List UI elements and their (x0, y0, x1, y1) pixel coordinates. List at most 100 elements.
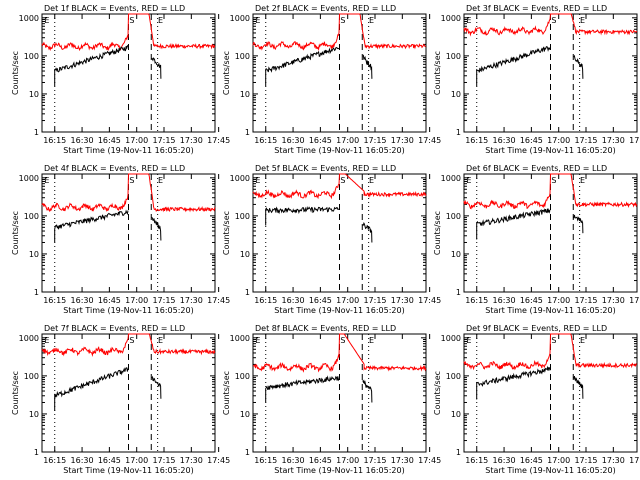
x-tick-label: 16:15 (43, 136, 66, 145)
y-tick-label: 1000 (19, 174, 39, 183)
lld-series-line (463, 173, 638, 210)
y-tick-label: 1 (245, 288, 250, 297)
events-series-line (151, 57, 162, 79)
x-tick-label: 16:45 (520, 296, 543, 305)
x-tick-label: 16:45 (520, 136, 543, 145)
x-tick-label: 16:15 (254, 456, 277, 465)
x-tick-label: 16:30 (71, 456, 94, 465)
lld-series-line (252, 13, 426, 52)
x-tick-label: 17:45 (207, 136, 230, 145)
y-tick-label: 10 (240, 90, 250, 99)
x-tick-label: 17:15 (152, 296, 175, 305)
interval-marker-label: E (44, 176, 49, 185)
x-tick-label: 16:15 (465, 136, 488, 145)
events-series-line (573, 214, 584, 234)
x-tick-label: 17:00 (125, 296, 148, 305)
events-series-line (573, 54, 584, 79)
x-tick-label: 17:45 (207, 456, 230, 465)
panel-det-7: Det 7f BLACK = Events, RED = LLD 1 10 100 10… (11, 324, 230, 475)
y-axis-label: Counts/sec (433, 51, 442, 95)
x-tick-label: 17:15 (363, 136, 386, 145)
x-tick-label: 17:30 (391, 456, 414, 465)
lld-series-line (41, 13, 216, 52)
y-tick-label: 100 (24, 372, 39, 381)
lld-series-line (41, 173, 216, 213)
x-tick-label: 17:00 (547, 456, 570, 465)
x-tick-label: 16:30 (493, 136, 516, 145)
panel-title: Det 8f BLACK = Events, RED = LLD (255, 324, 396, 333)
panel-title: Det 7f BLACK = Events, RED = LLD (44, 324, 185, 333)
x-tick-label: 17:45 (629, 296, 640, 305)
x-axis-label: Start Time (19-Nov-11 16:05:20) (485, 146, 615, 155)
x-axis-label: Start Time (19-Nov-11 16:05:20) (274, 146, 404, 155)
x-tick-label: 17:00 (547, 296, 570, 305)
x-tick-label: 16:30 (493, 456, 516, 465)
y-tick-label: 100 (24, 52, 39, 61)
y-axis-label: Counts/sec (11, 51, 20, 95)
y-tick-label: 1 (34, 448, 39, 457)
panel-title: Det 1f BLACK = Events, RED = LLD (44, 4, 185, 13)
interval-marker-label: E (466, 176, 471, 185)
panel-det-1: Det 1f BLACK = Events, RED = LLD 1 10 100 10… (11, 4, 230, 155)
interval-marker-label: E (255, 16, 260, 25)
x-axis-label: Start Time (19-Nov-11 16:05:20) (63, 146, 193, 155)
interval-marker-label: E (369, 176, 374, 185)
panel-det-8: Det 8f BLACK = Events, RED = LLD 1 10 100 10… (222, 324, 441, 475)
interval-marker-label: S (129, 336, 134, 345)
x-axis-label: Start Time (19-Nov-11 16:05:20) (485, 466, 615, 475)
panel-title: Det 6f BLACK = Events, RED = LLD (466, 164, 607, 173)
interval-marker-label: E (158, 16, 163, 25)
x-axis-label: Start Time (19-Nov-11 16:05:20) (485, 306, 615, 315)
interval-marker-label: S (551, 176, 556, 185)
interval-marker-label: S (551, 336, 556, 345)
interval-marker-label: E (369, 336, 374, 345)
interval-marker-label: S (340, 176, 345, 185)
x-axis-label: Start Time (19-Nov-11 16:05:20) (274, 466, 404, 475)
interval-marker-label: E (580, 16, 585, 25)
y-tick-label: 10 (451, 90, 461, 99)
x-tick-label: 16:15 (254, 296, 277, 305)
interval-marker-label: E (466, 336, 471, 345)
x-tick-label: 16:30 (493, 296, 516, 305)
panel-title: Det 2f BLACK = Events, RED = LLD (255, 4, 396, 13)
events-series-line (573, 375, 584, 399)
x-tick-label: 17:30 (602, 296, 625, 305)
interval-marker-label: E (255, 176, 260, 185)
events-series-line (362, 221, 373, 243)
x-tick-label: 17:45 (418, 456, 441, 465)
x-tick-label: 16:45 (98, 296, 121, 305)
y-tick-label: 10 (29, 90, 39, 99)
y-tick-label: 1000 (230, 174, 250, 183)
interval-marker-label: E (466, 16, 471, 25)
x-tick-label: 17:30 (391, 136, 414, 145)
x-tick-label: 17:30 (180, 136, 203, 145)
y-tick-label: 1000 (441, 334, 461, 343)
x-tick-label: 17:30 (391, 296, 414, 305)
x-tick-label: 17:00 (336, 136, 359, 145)
x-tick-label: 16:45 (309, 136, 332, 145)
events-series-line (151, 375, 162, 399)
y-tick-label: 100 (446, 212, 461, 221)
events-series-line (54, 367, 129, 411)
y-tick-label: 1 (456, 448, 461, 457)
interval-marker-label: S (129, 176, 134, 185)
events-series-line (265, 205, 340, 226)
events-series-line (54, 44, 129, 87)
x-tick-label: 16:45 (520, 456, 543, 465)
interval-marker-label: E (44, 336, 49, 345)
y-tick-label: 10 (451, 250, 461, 259)
y-tick-label: 1 (34, 288, 39, 297)
x-tick-label: 16:45 (98, 456, 121, 465)
x-tick-label: 17:15 (574, 296, 597, 305)
interval-marker-label: S (340, 336, 345, 345)
y-tick-label: 1 (456, 288, 461, 297)
y-tick-label: 10 (29, 250, 39, 259)
y-tick-label: 100 (446, 372, 461, 381)
y-tick-label: 10 (240, 250, 250, 259)
y-tick-label: 1 (34, 128, 39, 137)
y-axis-label: Counts/sec (11, 211, 20, 255)
x-tick-label: 17:45 (207, 296, 230, 305)
interval-marker-label: E (255, 336, 260, 345)
lld-series-line (253, 333, 427, 373)
